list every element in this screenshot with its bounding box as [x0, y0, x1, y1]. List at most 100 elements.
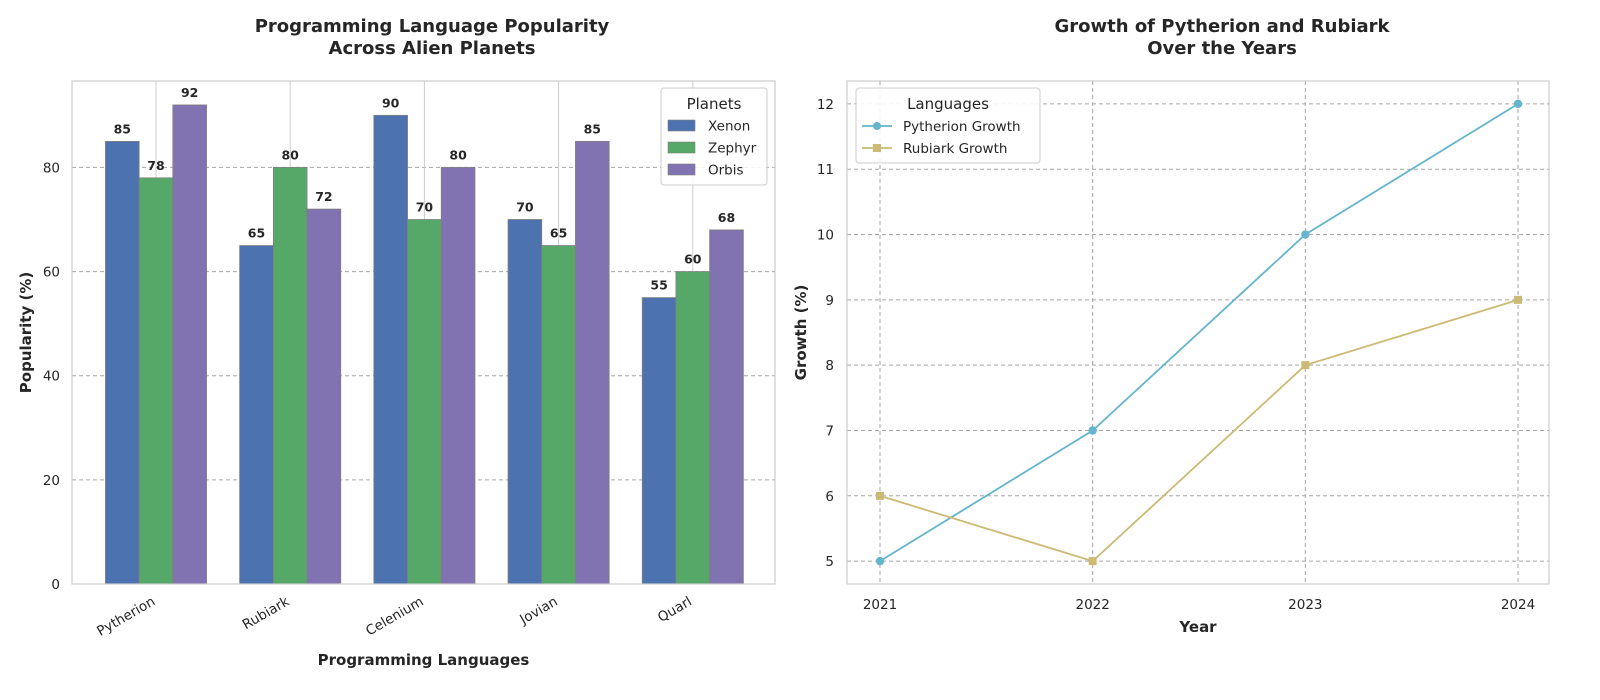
bar-chart-legend: Planets Xenon Zephyr Orbis: [660, 87, 768, 186]
point-rubiark-growth-2023: [1301, 361, 1310, 370]
bar-quarl-orbis: [709, 229, 744, 585]
bar-chart-y-axis-label: Popularity (%): [17, 272, 35, 393]
bar-pytherion-orbis: [172, 104, 207, 585]
point-rubiark-growth-2024: [1514, 295, 1522, 304]
data-label-quarl-xenon: 55: [650, 278, 667, 293]
bar-quarl-xenon: [641, 297, 677, 585]
title-line: Over the Years: [1147, 38, 1297, 59]
line-y-tick-label: 11: [817, 162, 834, 178]
bar-celenium-xenon: [373, 114, 408, 585]
bar-x-tick-label-quarl: Quarl: [655, 594, 695, 626]
title-line: Growth of Pytherion and Rubiark: [1054, 16, 1390, 37]
data-label-celenium-xenon: 90: [382, 95, 400, 110]
data-label-rubiark-zephyr: 80: [281, 147, 299, 162]
line-chart-series: [875, 99, 1523, 566]
bar-chart-title: Programming Language Popularity Across Al…: [255, 16, 610, 59]
bar-rubiark-orbis: [306, 208, 342, 585]
data-label-jovian-orbis: 85: [584, 121, 601, 136]
line-chart-y-axis-label: Growth (%): [792, 285, 810, 381]
line-chart-grid: [847, 81, 1549, 584]
data-label-pytherion-orbis: 92: [181, 85, 198, 100]
bar-legend-swatch-orbis: [667, 163, 696, 176]
bar-legend-label-xenon: Xenon: [708, 119, 750, 135]
data-label-quarl-zephyr: 60: [684, 252, 702, 267]
line-x-tick-label: 2021: [863, 597, 897, 613]
bar-jovian-orbis: [575, 141, 610, 585]
line-y-tick-label: 12: [817, 97, 834, 113]
bar-chart-x-ticks: Pytherion Rubiark Celenium Jovian Quarl: [94, 594, 695, 640]
line-chart-x-ticks: 2021 2022 2023 2024: [863, 597, 1535, 613]
title-line: Across Alien Planets: [329, 38, 536, 59]
point-rubiark-growth-2022: [1088, 557, 1097, 566]
data-label-pytherion-zephyr: 78: [147, 158, 164, 173]
bar-celenium-orbis: [440, 167, 476, 585]
bar-y-tick-label: 60: [43, 265, 60, 281]
bar-y-tick-label: 80: [43, 160, 60, 176]
line-chart-title: Growth of Pytherion and Rubiark Over the …: [1054, 16, 1390, 59]
data-label-celenium-zephyr: 70: [416, 200, 434, 215]
line-y-tick-label: 8: [825, 358, 834, 374]
bar-chart-frame: [71, 80, 776, 585]
line-legend-marker-pytherion-growth: [873, 122, 881, 130]
line-x-tick-label: 2022: [1075, 597, 1109, 613]
line-y-tick-label: 10: [817, 228, 834, 244]
bar-legend-swatch-xenon: [667, 119, 696, 132]
bar-chart-y-ticks: 0 20 40 60 80: [43, 160, 60, 593]
bar-legend-label-orbis: Orbis: [708, 163, 744, 179]
bar-legend-frame: [660, 87, 768, 186]
line-legend-label-pytherion-growth: Pytherion Growth: [903, 119, 1021, 135]
bar-rubiark-zephyr: [272, 167, 308, 585]
bar-celenium-zephyr: [407, 219, 442, 585]
line-chart-frame: [846, 80, 1550, 585]
bar-x-tick-label-pytherion: Pytherion: [94, 594, 158, 640]
title-line: Programming Language Popularity: [255, 16, 610, 37]
line-y-tick-label: 5: [825, 554, 834, 570]
bar-chart-bars: [105, 104, 744, 585]
bar-y-tick-label: 20: [43, 473, 60, 489]
bar-chart: Programming Language Popularity Across Al…: [17, 16, 776, 669]
bar-y-tick-label: 40: [43, 369, 60, 385]
data-label-jovian-zephyr: 65: [550, 226, 567, 241]
bar-legend-swatch-zephyr: [667, 141, 696, 154]
bar-x-tick-label-rubiark: Rubiark: [240, 594, 293, 634]
bar-rubiark-xenon: [239, 245, 274, 585]
line-y-tick-label: 6: [825, 489, 834, 505]
data-label-jovian-xenon: 70: [516, 200, 534, 215]
series-line-rubiark-growth: [879, 298, 1519, 563]
line-chart: Growth of Pytherion and Rubiark Over the …: [792, 16, 1550, 636]
bar-legend-title: Planets: [687, 95, 742, 113]
line-chart-y-ticks: 5 6 7 8 9 10 11 12: [817, 97, 834, 570]
point-pytherion-growth-2021: [875, 556, 885, 566]
data-label-rubiark-xenon: 65: [248, 226, 265, 241]
bar-jovian-zephyr: [541, 245, 576, 585]
bar-x-tick-label-jovian: Jovian: [516, 594, 560, 629]
line-legend-frame: [855, 87, 1041, 164]
data-label-celenium-orbis: 80: [449, 147, 467, 162]
line-y-tick-label: 9: [825, 293, 834, 309]
bar-legend-label-zephyr: Zephyr: [708, 141, 757, 157]
point-pytherion-growth-2022: [1088, 426, 1097, 435]
bar-jovian-xenon: [507, 219, 543, 585]
line-legend-marker-rubiark-growth: [873, 144, 881, 152]
series-line-pytherion-growth: [879, 103, 1519, 562]
point-rubiark-growth-2021: [876, 491, 884, 500]
point-pytherion-growth-2024: [1513, 99, 1523, 109]
bar-chart-x-axis-label: Programming Languages: [318, 651, 530, 669]
bar-quarl-zephyr: [675, 271, 711, 585]
data-label-quarl-orbis: 68: [718, 210, 735, 225]
line-legend-label-rubiark-growth: Rubiark Growth: [903, 141, 1007, 157]
line-legend-title: Languages: [907, 95, 989, 113]
line-x-tick-label: 2024: [1501, 597, 1535, 613]
bar-chart-data-labels: 85 78 92 65 80 72 90 70 80 70 65 85 55 60 68: [114, 85, 736, 293]
point-pytherion-growth-2023: [1301, 230, 1310, 239]
bar-x-tick-label-celenium: Celenium: [363, 594, 426, 640]
line-chart-legend: Languages Pytherion Growth Rubiark Growth: [855, 87, 1041, 164]
data-label-rubiark-orbis: 72: [315, 189, 332, 204]
bar-pytherion-zephyr: [138, 177, 174, 585]
bar-pytherion-xenon: [105, 141, 140, 585]
line-y-tick-label: 7: [825, 423, 834, 439]
bar-y-tick-label: 0: [51, 577, 60, 593]
data-label-pytherion-xenon: 85: [114, 121, 131, 136]
line-x-tick-label: 2023: [1288, 597, 1322, 613]
